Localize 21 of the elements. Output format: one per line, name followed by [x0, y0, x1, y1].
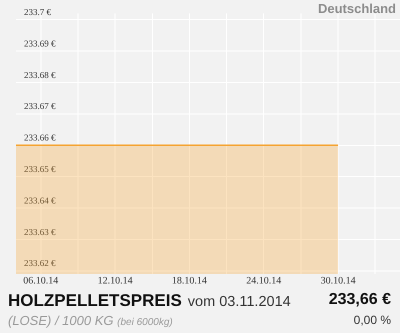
text: 0,00 % [354, 313, 391, 327]
x-tick-label: 12.10.14 [98, 276, 133, 287]
y-tick-label: 233.7 € [24, 7, 52, 18]
y-tick-label: 233.67 € [24, 101, 56, 112]
text: HOLZPELLETSPREIS [8, 291, 182, 310]
text: 233,66 € [328, 291, 391, 309]
x-tick-label: 18.10.14 [172, 276, 207, 287]
text: vom 03.11.2014 [188, 294, 291, 310]
text: (LOSE) / 1000 KG [8, 313, 114, 328]
y-tick-label: 233.65 € [24, 164, 56, 174]
annotation: Deutschland [318, 1, 396, 16]
y-tick-label: 233.69 € [24, 38, 56, 48]
y-tick-label: 233.68 € [24, 70, 56, 80]
text: (bei 6000kg) [117, 317, 173, 328]
y-tick-label: 233.66 € [24, 132, 56, 143]
x-tick-label: 30.10.14 [320, 276, 356, 287]
x-tick-label: 24.10.14 [246, 276, 282, 287]
y-tick-label: 233.63 € [24, 226, 56, 237]
y-tick-label: 233.64 € [24, 195, 56, 206]
y-tick-label: 233.62 € [24, 258, 56, 268]
x-tick-label: 06.10.14 [23, 276, 58, 287]
